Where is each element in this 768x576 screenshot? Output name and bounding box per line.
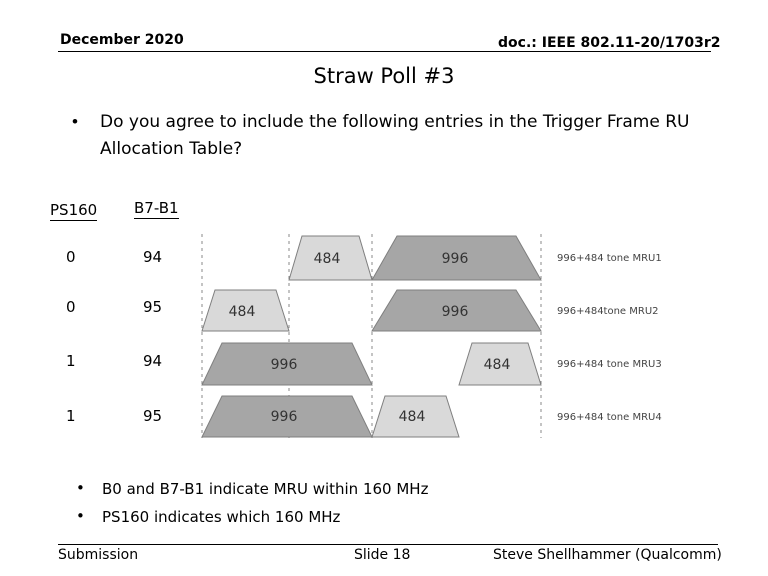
row3-block-484 [458,342,542,386]
bullet-text-1: B0 and B7-B1 indicate MRU within 160 MHz [102,480,429,498]
question-bullet-icon: • [72,112,78,131]
column-header-b7b1: B7-B1 [134,199,179,219]
cell-b7b1-row1: 94 [143,248,163,266]
row1-block-484-label: 484 [314,251,341,267]
cell-b7b1-row3: 94 [143,352,163,370]
row1-block-996-label: 996 [442,251,469,267]
row2-mru-label: 996+484tone MRU2 [557,306,659,317]
row3-block-996-label: 996 [271,357,298,373]
cell-b7b1-row4: 95 [143,407,163,425]
footer-author: Steve Shellhammer (Qualcomm) [493,547,722,563]
row2-block-996 [371,289,542,332]
cell-ps160-row1: 0 [66,248,76,266]
footer-rule [58,544,718,545]
bullet-text-2: PS160 indicates which 160 MHz [102,508,341,526]
header-doc-id: doc.: IEEE 802.11-20/1703r2 [498,35,721,51]
row1-block-484 [288,235,373,281]
footer-slide-number: Slide 18 [354,547,411,563]
row3-block-484-label: 484 [484,357,511,373]
cell-ps160-row4: 1 [66,407,76,425]
question-text: Do you agree to include the following en… [100,112,690,159]
row1-block-996 [371,235,542,281]
cell-ps160-row2: 0 [66,298,76,316]
bullet-icon-2: • [76,507,85,525]
row4-block-484 [371,395,460,438]
header-rule [58,51,711,52]
row4-mru-label: 996+484 tone MRU4 [557,412,662,423]
row4-block-484-label: 484 [399,409,426,425]
cell-ps160-row3: 1 [66,352,76,370]
row3-block-996 [201,342,373,386]
footer-submission: Submission [58,547,139,563]
row3-mru-label: 996+484 tone MRU3 [557,359,662,370]
row2-block-484 [201,289,290,332]
row1-mru-label: 996+484 tone MRU1 [557,253,662,264]
bullet-icon-1: • [76,479,85,497]
row2-block-996-label: 996 [442,304,469,320]
column-header-ps160: PS160 [50,201,98,221]
slide-title: Straw Poll #3 [313,64,455,88]
row4-block-996 [201,395,373,438]
row2-block-484-label: 484 [229,304,256,320]
header-date: December 2020 [60,32,184,48]
cell-b7b1-row2: 95 [143,298,163,316]
row4-block-996-label: 996 [271,409,298,425]
